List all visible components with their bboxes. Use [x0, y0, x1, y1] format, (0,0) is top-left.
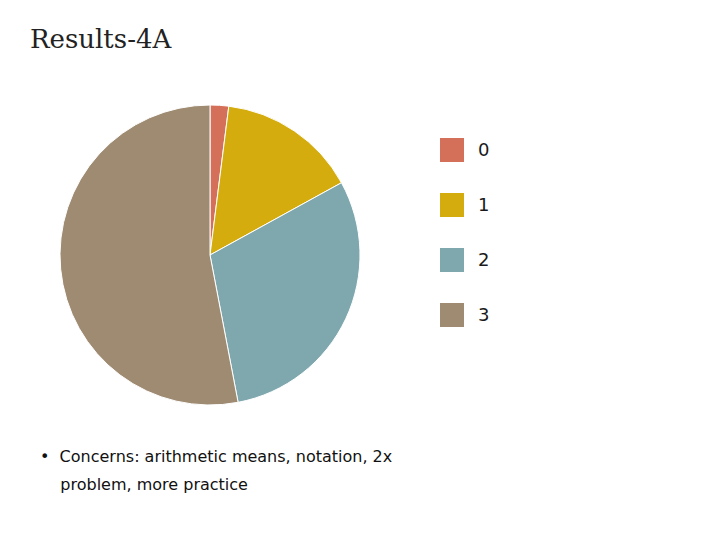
pie-slice	[210, 183, 360, 403]
chart: Results-4A 0 1 2 3 • Concerns: arithmetic mea…	[0, 0, 720, 540]
legend-swatch	[440, 303, 464, 327]
legend: 0 1 2 3	[440, 138, 489, 327]
title: Results-4A	[30, 24, 172, 54]
legend-label: 0	[478, 139, 489, 160]
legend-item: 0	[440, 138, 489, 162]
legend-item: 3	[440, 303, 489, 327]
legend-swatch	[440, 193, 464, 217]
annotation: problem, more practice	[40, 475, 248, 494]
legend-item: 1	[440, 193, 489, 217]
legend-item: 2	[440, 248, 489, 272]
annotation: • Concerns: arithmetic means, notation, …	[40, 447, 392, 466]
pie	[60, 105, 360, 405]
pie-slice	[60, 105, 238, 405]
legend-label: 1	[478, 194, 489, 215]
legend-label: 2	[478, 249, 489, 270]
legend-swatch	[440, 138, 464, 162]
legend-label: 3	[478, 304, 489, 325]
legend-swatch	[440, 248, 464, 272]
